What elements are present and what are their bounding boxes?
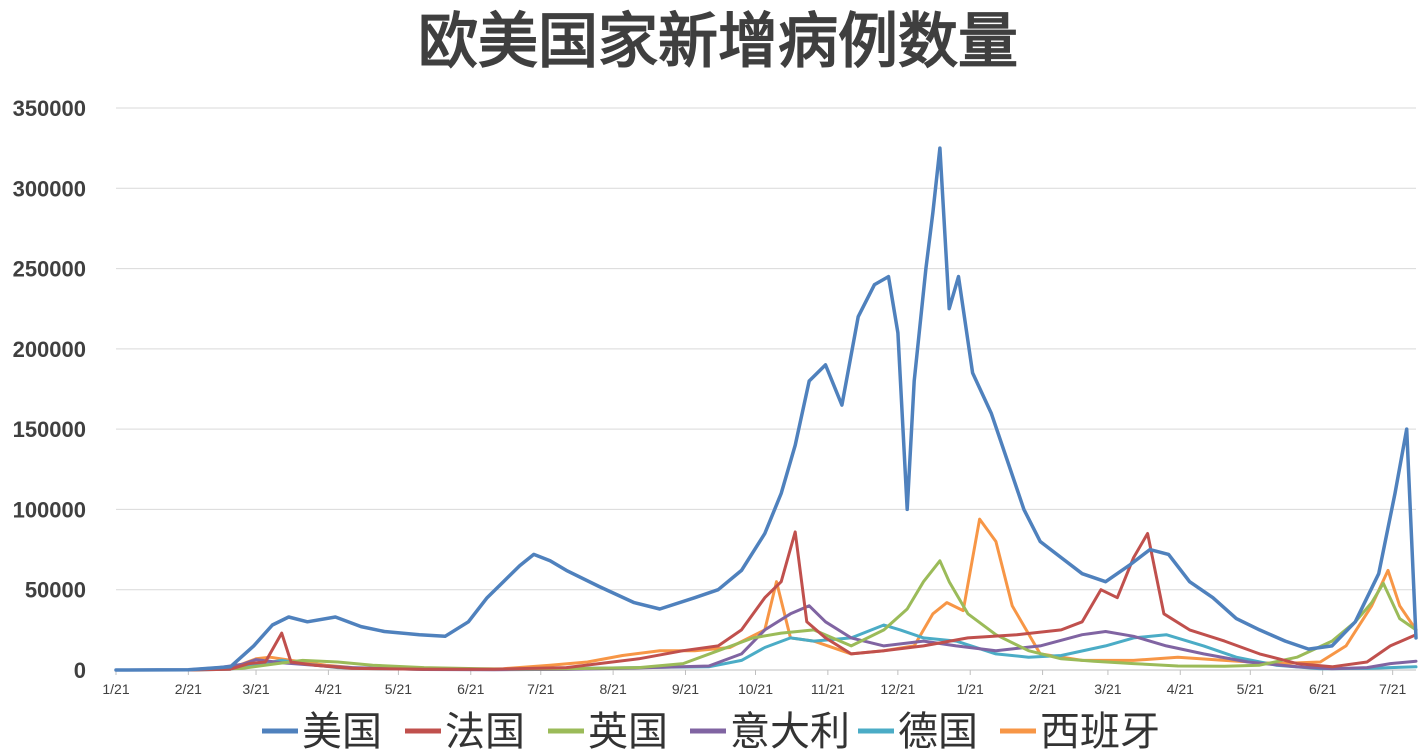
x-tick-label: 7/21	[1379, 681, 1406, 697]
y-tick-label: 0	[74, 658, 86, 683]
x-tick-label: 4/21	[1167, 681, 1194, 697]
y-tick-label: 300000	[13, 176, 86, 201]
x-tick-label: 6/21	[1309, 681, 1336, 697]
x-tick-label: 9/21	[672, 681, 699, 697]
gridlines	[116, 107, 1416, 671]
x-tick-label: 8/21	[600, 681, 627, 697]
legend-label: 意大利	[730, 709, 850, 755]
series-line-2	[114, 559, 1418, 672]
x-tick-label: 2/21	[175, 681, 202, 697]
legend-label: 英国	[588, 709, 668, 755]
x-tick-label: 1/21	[957, 681, 984, 697]
y-tick-label: 250000	[13, 257, 86, 282]
x-tick-label: 5/21	[1237, 681, 1264, 697]
x-tick-label: 3/21	[1094, 681, 1121, 697]
series-lines	[114, 146, 1418, 672]
y-tick-label: 200000	[13, 337, 86, 362]
series-line-1	[114, 530, 1418, 672]
x-tick-label: 6/21	[457, 681, 484, 697]
y-tick-label: 100000	[13, 497, 86, 522]
y-tick-label: 150000	[13, 417, 86, 442]
legend: 美国 法国 英国 意大利 德国 西班牙	[262, 709, 1160, 755]
x-axis: 1/21 2/21 3/21 4/21 5/21 6/21 7/21 8/21 9/21 10/2…	[102, 670, 1406, 697]
y-tick-label: 350000	[13, 96, 86, 121]
x-tick-label: 11/21	[811, 681, 845, 697]
x-tick-label: 3/21	[242, 681, 269, 697]
x-tick-label: 12/21	[880, 681, 915, 697]
legend-label: 西班牙	[1040, 709, 1160, 755]
x-tick-label: 5/21	[385, 681, 412, 697]
x-tick-label: 7/21	[527, 681, 554, 697]
y-axis-tick-labels: 0 50000 100000 150000 200000 250000 300000 3500…	[13, 96, 86, 683]
x-tick-label: 10/21	[738, 681, 773, 697]
y-tick-label: 50000	[25, 578, 86, 603]
x-tick-label: 2/21	[1029, 681, 1056, 697]
x-tick-label: 1/21	[102, 681, 129, 697]
legend-label: 美国	[302, 709, 382, 755]
x-tick-label: 4/21	[315, 681, 342, 697]
legend-label: 德国	[898, 709, 978, 755]
series-line-0	[114, 146, 1418, 672]
chart-title: 欧美国家新增病例数量	[418, 7, 1018, 77]
legend-label: 法国	[445, 709, 525, 755]
